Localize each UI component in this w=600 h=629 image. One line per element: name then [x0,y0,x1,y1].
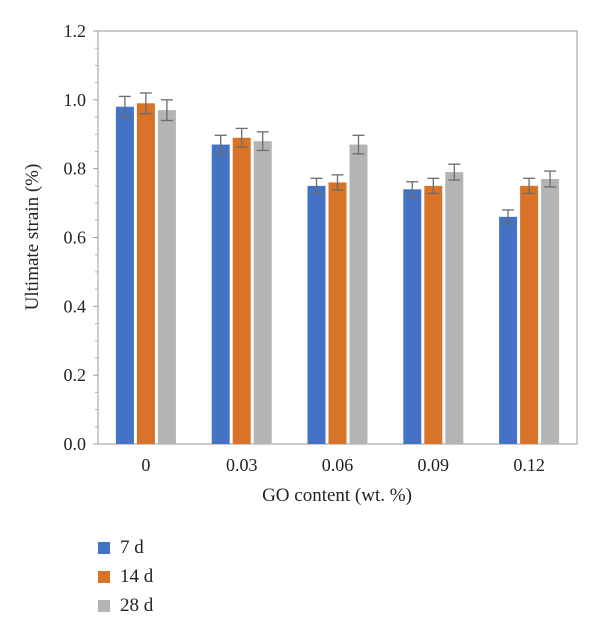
bar-28d-0.09 [445,172,464,444]
x-tick-label: 0.12 [513,455,545,475]
y-tick-label: 0.6 [64,228,87,248]
bar-14d-0.12 [520,185,539,444]
bar-14d-0.03 [232,137,251,445]
x-tick-label: 0.06 [322,455,354,475]
bar-28d-0.03 [253,141,272,444]
bar-28d-0 [157,110,176,445]
legend-label: 14 d [120,565,154,587]
y-tick-label: 0.0 [64,434,87,454]
legend-swatch-28d [98,599,110,612]
bar-14d-0.06 [328,182,347,444]
y-tick-label: 0.2 [64,365,87,385]
legend-label: 7 d [120,536,144,558]
legend-label: 28 d [120,594,154,616]
x-tick-label: 0.03 [226,455,258,475]
bar-14d-0 [136,103,155,445]
legend-swatch-7d [98,541,110,554]
x-tick-label: 0 [141,455,150,475]
bar-7d-0.03 [211,144,230,444]
legend: 7 d 14 d 28 d [98,533,153,620]
x-tick-label: 0.09 [418,455,450,475]
bar-7d-0.06 [307,185,326,444]
legend-item-28d: 28 d [98,591,153,620]
legend-item-14d: 14 d [98,562,153,591]
bar-28d-0.06 [349,144,368,444]
y-tick-label: 1.2 [64,21,87,41]
y-axis-label: Ultimate strain (%) [22,164,43,311]
y-tick-label: 1.0 [64,90,87,110]
bar-14d-0.09 [424,185,443,444]
y-tick-label: 0.8 [64,159,87,179]
bar-7d-0.12 [499,216,518,444]
legend-swatch-14d [98,570,110,583]
legend-item-7d: 7 d [98,533,153,562]
y-tick-label: 0.4 [64,296,87,316]
bar-28d-0.12 [541,178,560,444]
bar-7d-0 [115,106,134,444]
bar-7d-0.09 [403,189,422,444]
x-axis-label: GO content (wt. %) [262,485,412,506]
